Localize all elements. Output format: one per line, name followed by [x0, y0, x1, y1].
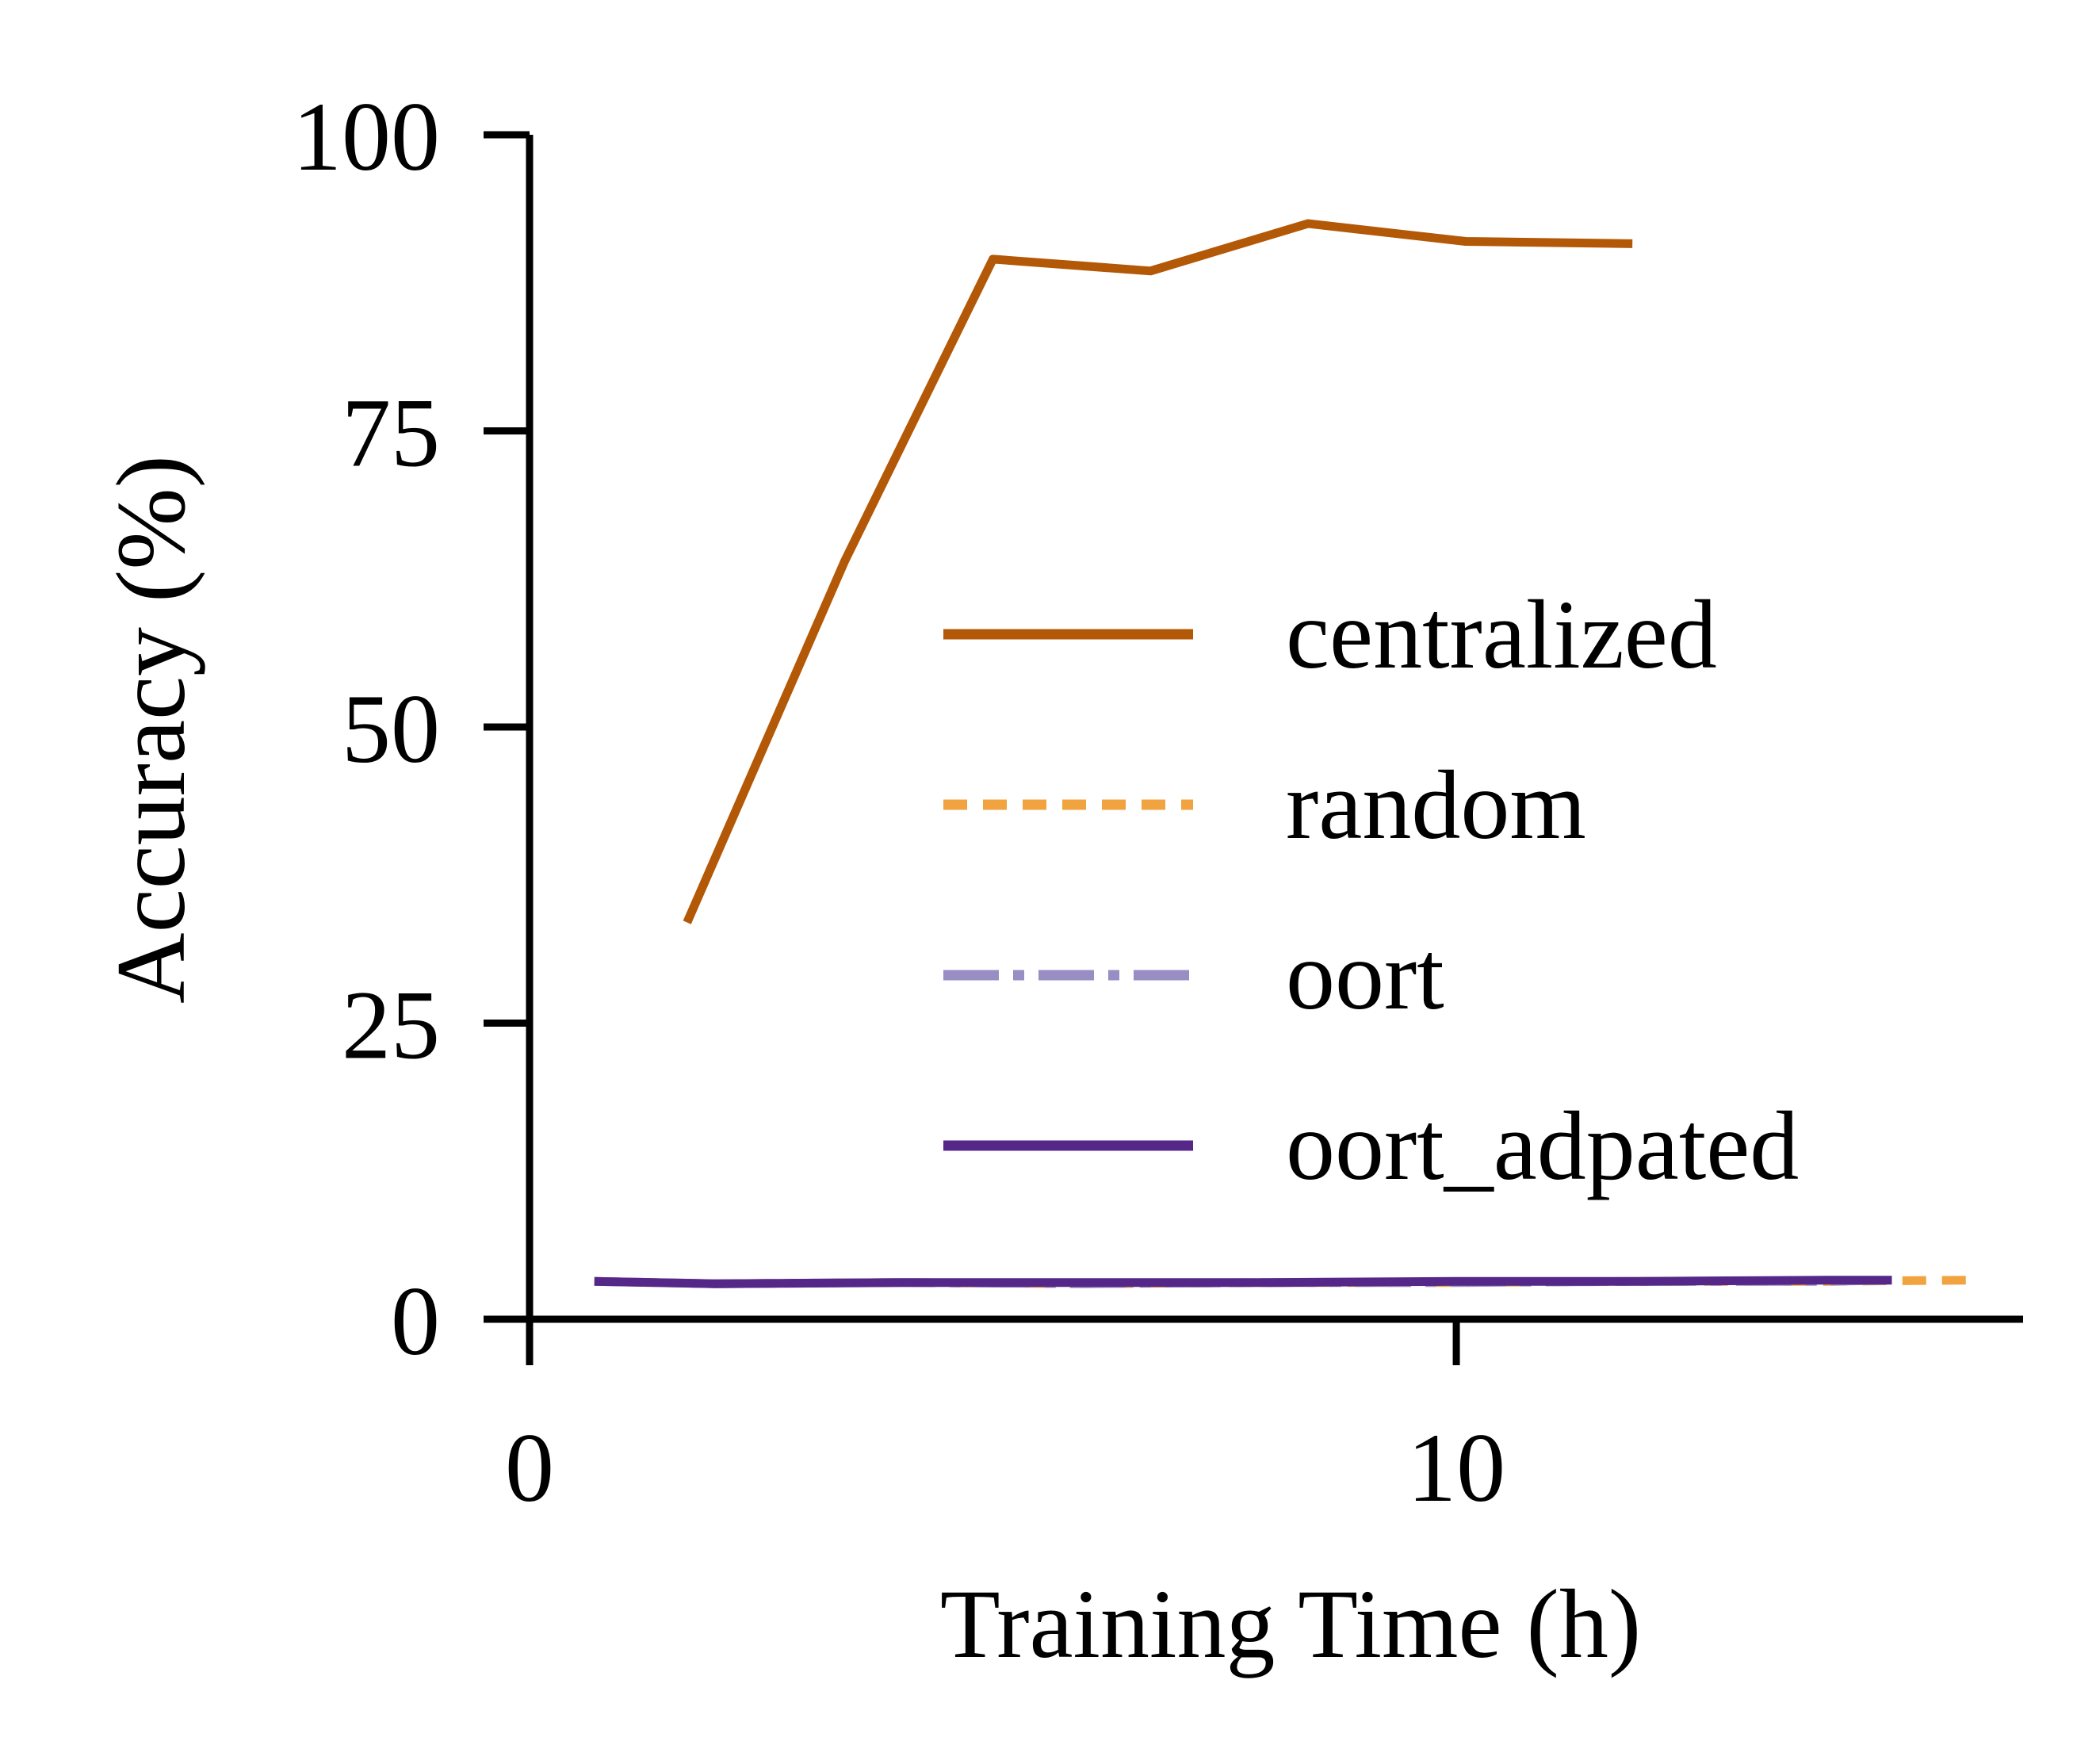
legend-label-random: random — [1286, 751, 1586, 859]
legend: centralized random oort oort_adpated — [943, 580, 1799, 1200]
y-tick-label: 50 — [342, 675, 440, 783]
y-tick-label: 25 — [342, 971, 440, 1080]
y-tick-label: 75 — [342, 379, 440, 488]
legend-label-oort: oort — [1286, 921, 1444, 1030]
y-ticks: 0 25 50 75 100 — [293, 82, 530, 1376]
series-line-oort-adpated — [594, 1276, 1892, 1288]
series-line-centralized — [683, 219, 1633, 924]
x-tick-label: 10 — [1407, 1414, 1505, 1522]
y-axis-title: Accuracy (%) — [97, 455, 205, 1004]
series-layer — [594, 219, 1967, 1288]
legend-label-oort-adpated: oort_adpated — [1286, 1092, 1799, 1200]
legend-label-centralized: centralized — [1286, 580, 1717, 689]
y-tick-label: 100 — [293, 82, 440, 191]
x-tick-label: 0 — [505, 1414, 554, 1522]
y-tick-label: 0 — [391, 1267, 440, 1376]
x-ticks: 0 10 — [505, 1319, 1505, 1522]
x-axis-title: Training Time (h) — [940, 1570, 1641, 1678]
